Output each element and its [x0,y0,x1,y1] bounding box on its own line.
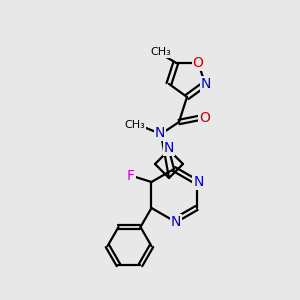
Text: N: N [155,126,165,140]
Text: N: N [201,77,211,91]
Text: N: N [193,175,204,189]
Text: CH₃: CH₃ [124,120,146,130]
Text: CH₃: CH₃ [151,46,172,57]
Text: O: O [193,56,204,70]
Text: N: N [171,215,181,229]
Text: O: O [200,111,210,125]
Text: F: F [127,169,134,183]
Text: N: N [164,141,174,155]
